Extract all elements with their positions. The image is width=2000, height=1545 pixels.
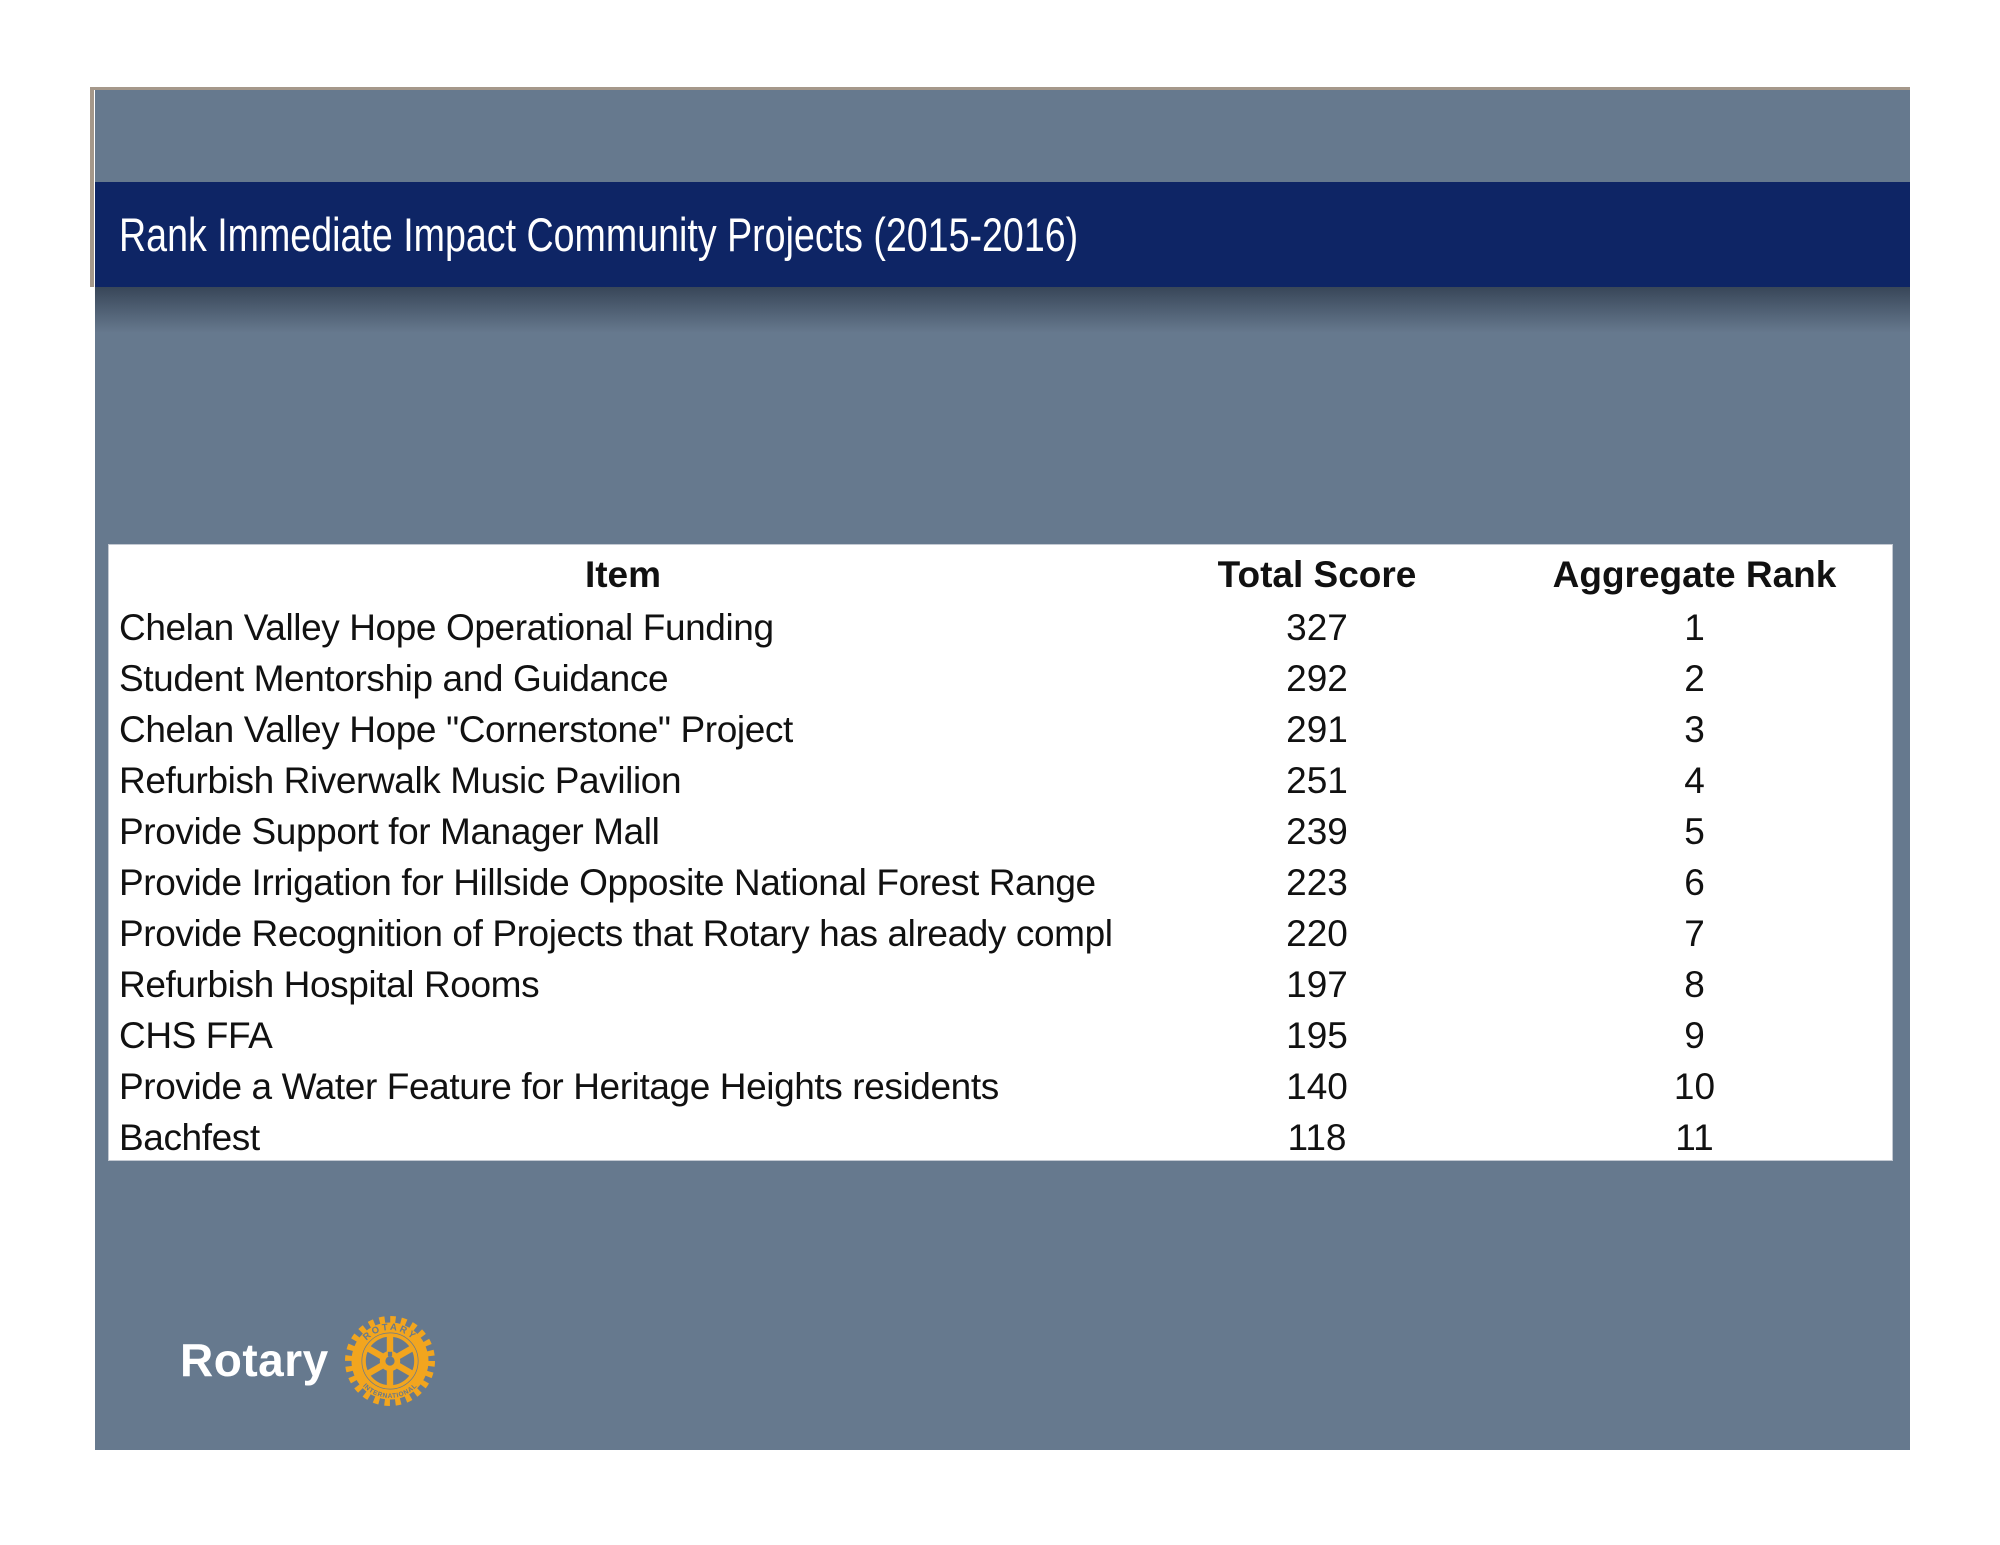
score-cell: 239 [1286,810,1348,852]
rank-cell: 8 [1684,963,1705,1005]
item-cell: Chelan Valley Hope Operational Funding [119,606,774,648]
projects-table: Item Total Score Aggregate Rank Chelan V… [108,544,1893,1161]
rank-cell: 2 [1684,657,1705,699]
item-cell: Refurbish Riverwalk Music Pavilion [119,759,682,801]
rotary-wheel-icon: ROTARY INTERNATIONAL [344,1315,435,1406]
table-body: Chelan Valley Hope Operational Funding 3… [109,602,1892,1160]
table-header-row: Item Total Score Aggregate Rank [109,545,1892,602]
table-row: Chelan Valley Hope Operational Funding 3… [109,602,1892,653]
column-header-aggregate-rank: Aggregate Rank [1552,553,1837,595]
rank-cell: 3 [1684,708,1705,750]
rank-cell: 10 [1673,1065,1716,1107]
score-cell: 118 [1287,1116,1347,1158]
score-cell: 327 [1286,606,1348,648]
rank-cell: 1 [1684,606,1705,648]
rank-cell: 11 [1675,1116,1714,1158]
item-cell: Bachfest [119,1116,260,1158]
table-row: Chelan Valley Hope "Cornerstone" Project… [109,704,1892,755]
item-cell: Provide a Water Feature for Heritage Hei… [119,1065,999,1107]
table-row: Bachfest 118 11 [109,1112,1892,1160]
table-row: Provide a Water Feature for Heritage Hei… [109,1061,1892,1112]
table-row: Refurbish Riverwalk Music Pavilion 251 4 [109,755,1892,806]
rank-cell: 4 [1684,759,1705,801]
rank-cell: 9 [1684,1014,1705,1056]
score-cell: 292 [1286,657,1348,699]
item-cell: CHS FFA [119,1014,273,1056]
table-row: Provide Recognition of Projects that Rot… [109,908,1892,959]
item-cell: Refurbish Hospital Rooms [119,963,540,1005]
slide-title: Rank Immediate Impact Community Projects… [119,208,1079,261]
score-cell: 140 [1286,1065,1348,1107]
item-cell: Chelan Valley Hope "Cornerstone" Project [119,708,793,750]
table-row: CHS FFA 195 9 [109,1010,1892,1061]
item-cell: Provide Irrigation for Hillside Opposite… [119,861,1096,903]
slide: Rank Immediate Impact Community Projects… [90,87,1910,1450]
rank-cell: 7 [1684,912,1705,954]
score-cell: 195 [1286,1014,1348,1056]
table-row: Provide Support for Manager Mall 239 5 [109,806,1892,857]
score-cell: 291 [1286,708,1348,750]
score-cell: 223 [1286,861,1348,903]
title-bar-shadow [95,287,1910,333]
rank-cell: 5 [1684,810,1705,852]
table-row: Refurbish Hospital Rooms 197 8 [109,959,1892,1010]
score-cell: 251 [1286,759,1348,801]
table-row: Student Mentorship and Guidance 292 2 [109,653,1892,704]
rank-cell: 6 [1684,861,1705,903]
item-cell: Student Mentorship and Guidance [119,657,669,699]
rotary-logo: Rotary [180,1313,437,1408]
slide-title-bar: Rank Immediate Impact Community Projects… [95,182,1910,287]
table-row: Provide Irrigation for Hillside Opposite… [109,857,1892,908]
score-cell: 220 [1286,912,1348,954]
rotary-wordmark: Rotary [180,1334,329,1386]
column-header-item: Item [584,553,662,595]
score-cell: 197 [1286,963,1348,1005]
item-cell: Provide Support for Manager Mall [119,810,660,852]
column-header-total-score: Total Score [1217,553,1417,595]
item-cell: Provide Recognition of Projects that Rot… [119,912,1113,954]
